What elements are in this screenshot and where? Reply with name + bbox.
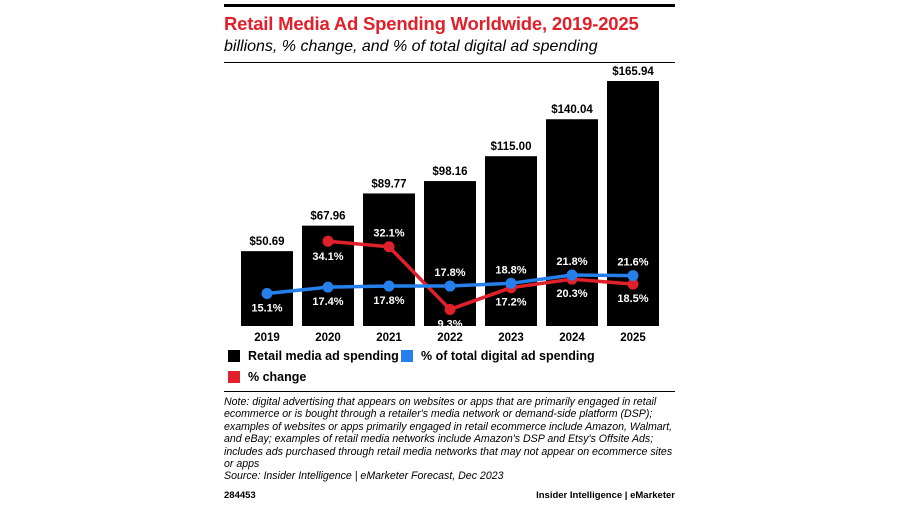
bar-label-2022: $98.16 — [432, 166, 467, 178]
legend-swatch-black — [228, 350, 240, 362]
chart-id: 284453 — [224, 490, 256, 501]
share-point-2021 — [384, 281, 395, 292]
x-tick-2024: 2024 — [559, 332, 585, 344]
x-tick-2021: 2021 — [376, 332, 402, 344]
share-label-2023: 18.8% — [495, 264, 526, 276]
x-tick-2019: 2019 — [254, 332, 280, 344]
share-label-2024: 21.8% — [556, 256, 587, 268]
share-point-2023 — [506, 278, 517, 289]
share-label-2021: 17.8% — [373, 295, 404, 307]
change-point-3 — [445, 304, 456, 315]
share-point-2022 — [445, 281, 456, 292]
chart-note: Note: digital advertising that appears o… — [224, 396, 675, 483]
share-point-2025 — [628, 270, 639, 281]
change-label-2022: 9.3% — [437, 318, 462, 330]
share-point-2020 — [323, 282, 334, 293]
legend-item-share: % of total digital ad spending — [401, 349, 595, 363]
share-point-2024 — [567, 270, 578, 281]
legend-item-bars: Retail media ad spending — [228, 349, 399, 363]
chart-plot: $50.69 2019 $67.96 2020 $89.77 2021 $98.16 2022… — [224, 4, 675, 344]
share-point-2019 — [262, 288, 273, 299]
change-label-2024: 20.3% — [556, 288, 587, 300]
change-label-2020: 34.1% — [312, 251, 343, 263]
note-text: Note: digital advertising that appears o… — [224, 396, 675, 470]
chart-card: Retail Media Ad Spending Worldwide, 2019… — [224, 4, 675, 502]
legend-swatch-red — [228, 371, 240, 383]
legend-item-change: % change — [228, 370, 306, 384]
legend-swatch-blue — [401, 350, 413, 362]
legend-label-share: % of total digital ad spending — [421, 349, 595, 363]
brand-credit: Insider Intelligence | eMarketer — [536, 490, 675, 501]
share-label-2020: 17.4% — [312, 296, 343, 308]
bar-label-2019: $50.69 — [249, 236, 284, 248]
x-tick-2020: 2020 — [315, 332, 341, 344]
x-tick-2022: 2022 — [437, 332, 463, 344]
legend-label-change: % change — [248, 370, 306, 384]
bar-label-2023: $115.00 — [491, 141, 532, 153]
change-label-2023: 17.2% — [495, 297, 526, 309]
share-label-2022: 17.8% — [434, 267, 465, 279]
bar-label-2025: $165.94 — [612, 66, 654, 78]
source-text: Source: Insider Intelligence | eMarketer… — [224, 470, 675, 482]
change-point-1 — [323, 236, 334, 247]
share-label-2025: 21.6% — [617, 257, 648, 269]
change-point-2 — [384, 241, 395, 252]
change-label-2025: 18.5% — [617, 293, 648, 305]
bar-label-2021: $89.77 — [371, 178, 406, 190]
share-label-2019: 15.1% — [251, 302, 282, 314]
bar-label-2020: $67.96 — [310, 211, 345, 223]
x-tick-2025: 2025 — [620, 332, 646, 344]
bar-label-2024: $140.04 — [551, 104, 593, 116]
x-tick-2023: 2023 — [498, 332, 524, 344]
change-label-2021: 32.1% — [373, 228, 404, 240]
legend-rule — [224, 391, 675, 392]
legend-label-bars: Retail media ad spending — [248, 349, 399, 363]
